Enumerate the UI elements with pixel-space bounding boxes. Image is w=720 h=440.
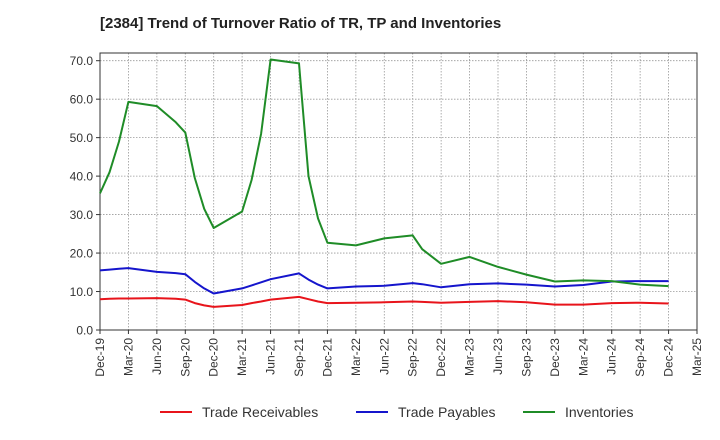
x-tick-label: Dec-22 — [434, 338, 448, 377]
x-tick-label: Jun-21 — [264, 338, 278, 375]
x-tick-label: Dec-20 — [207, 338, 221, 377]
x-tick-label: Mar-21 — [235, 338, 249, 376]
x-tick-label: Mar-25 — [690, 338, 704, 376]
legend-swatch — [356, 411, 388, 413]
x-tick-label: Jun-20 — [150, 338, 164, 375]
axes-layer: 0.0 10.0 20.0 30.0 40.0 50.0 60.0 70.0 Dec-19 Mar… — [70, 52, 704, 377]
series-line-trade-receivables — [99, 295, 669, 308]
legend-item-trade-receivables: Trade Receivables — [160, 404, 318, 420]
legend-swatch — [523, 411, 555, 413]
x-tick-label: Mar-23 — [463, 338, 477, 376]
plot-frame — [99, 52, 698, 331]
series-line-inventories — [99, 58, 669, 288]
y-tick-label: 20.0 — [70, 247, 94, 261]
x-tick-label: Dec-24 — [662, 338, 676, 377]
chart-title: [2384] Trend of Turnover Ratio of TR, TP… — [100, 15, 502, 32]
x-tick-label: Sep-22 — [406, 338, 420, 377]
legend-item-trade-payables: Trade Payables — [356, 404, 496, 420]
legend-swatch — [160, 411, 192, 413]
x-tick-label: Sep-21 — [292, 338, 306, 377]
x-tick-label: Sep-23 — [519, 338, 533, 377]
y-tick-label: 60.0 — [70, 93, 94, 107]
x-tick-label: Mar-22 — [349, 338, 363, 376]
legend-label: Inventories — [565, 404, 634, 420]
y-tick-label: 30.0 — [70, 208, 94, 222]
legend-label: Trade Receivables — [202, 404, 319, 420]
x-tick-label: Jun-24 — [605, 338, 619, 375]
series-line-trade-payables — [99, 267, 669, 295]
x-tick-label: Dec-23 — [548, 338, 562, 377]
x-tick-label: Dec-21 — [320, 338, 334, 377]
y-tick-label: 10.0 — [70, 285, 94, 299]
legend-label: Trade Payables — [398, 404, 496, 420]
y-tick-label: 50.0 — [70, 131, 94, 145]
x-tick-label: Dec-19 — [93, 338, 107, 377]
legend-item-inventories: Inventories — [523, 404, 633, 420]
x-tick-label: Mar-24 — [576, 338, 590, 376]
y-tick-label: 0.0 — [76, 324, 93, 338]
x-tick-label: Sep-24 — [633, 338, 647, 377]
x-tick-label: Jun-22 — [377, 338, 391, 375]
x-tick-label: Sep-20 — [178, 338, 192, 377]
x-tick-label: Mar-20 — [121, 338, 135, 376]
grid-layer — [100, 53, 697, 330]
series-layer — [99, 58, 669, 308]
y-tick-label: 70.0 — [70, 54, 94, 68]
x-tick-label: Jun-23 — [491, 338, 505, 375]
legend: Trade Receivables Trade Payables Inventori… — [0, 404, 720, 426]
y-tick-label: 40.0 — [70, 170, 94, 184]
